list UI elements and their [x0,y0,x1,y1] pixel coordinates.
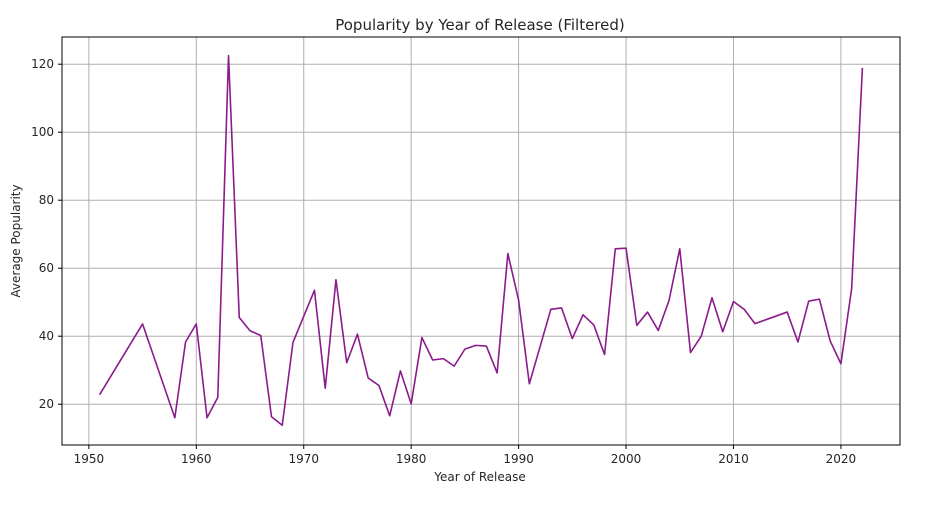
y-tick-label: 80 [39,193,54,207]
chart-title: Popularity by Year of Release (Filtered) [335,16,625,34]
x-tick-label: 2010 [718,452,749,466]
y-axis: 20 40 60 80 100 120 [31,57,62,411]
y-tick-label: 40 [39,329,54,343]
x-tick-label: 2000 [611,452,642,466]
y-tick-label: 120 [31,57,54,71]
x-tick-label: 1950 [74,452,105,466]
x-axis-label: Year of Release [433,470,526,484]
x-tick-label: 1960 [181,452,212,466]
y-tick-label: 20 [39,397,54,411]
x-tick-label: 1970 [288,452,319,466]
series-line [98,54,864,427]
plot-frame [61,36,901,446]
x-axis: 1950 1960 1970 1980 1990 2000 2010 2020 [74,445,857,466]
x-tick-label: 1980 [396,452,427,466]
y-axis-label: Average Popularity [9,184,23,297]
grid [62,37,900,445]
plot-area [98,54,864,427]
y-tick-label: 60 [39,261,54,275]
y-tick-label: 100 [31,125,54,139]
x-tick-label: 2020 [826,452,857,466]
x-tick-label: 1990 [503,452,534,466]
